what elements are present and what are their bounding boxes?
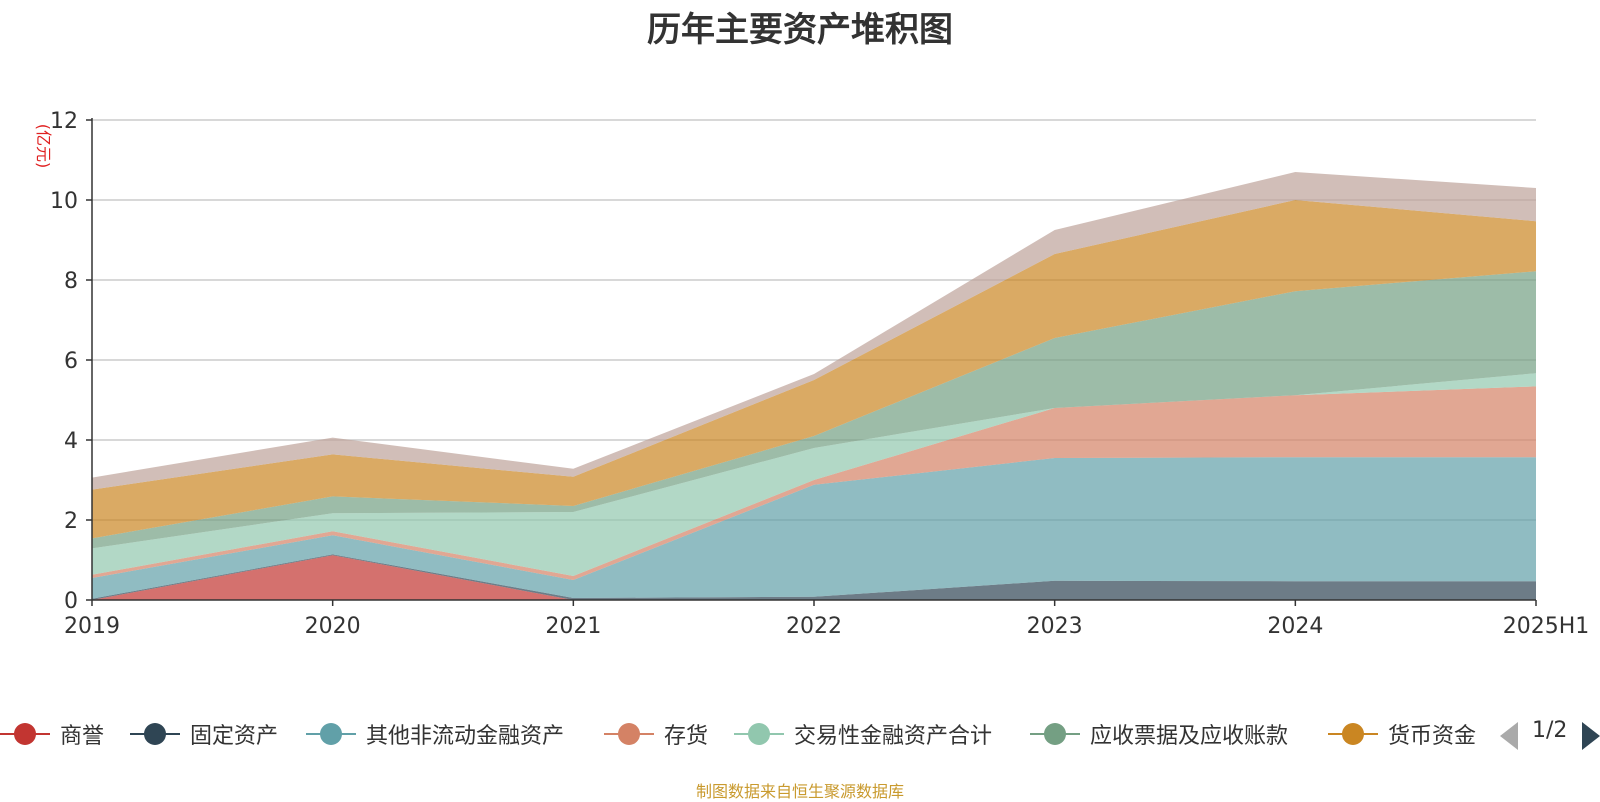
legend-item[interactable]: 交易性金融资产合计 (734, 716, 992, 752)
legend-swatch-icon (306, 716, 356, 752)
area-交易性金融资产合计 (92, 373, 1536, 576)
legend-swatch-icon (1030, 716, 1080, 752)
area-series (92, 172, 1536, 600)
legend-label: 货币资金 (1388, 724, 1477, 749)
area-固定资产 (92, 554, 1536, 600)
x-tick-label: 2024 (1267, 614, 1323, 639)
axes (86, 118, 1537, 606)
legend-label: 交易性金融资产合计 (794, 724, 993, 749)
y-tick-label: 8 (64, 269, 78, 294)
y-tick-label: 6 (64, 349, 78, 374)
legend-swatch-icon (604, 716, 654, 752)
legend-item[interactable]: 其他非流动金融资产 (306, 716, 564, 752)
legend-next-arrow-icon[interactable] (1582, 722, 1600, 750)
legend-label: 其他非流动金融资产 (366, 724, 565, 749)
legend-label: 固定资产 (190, 724, 279, 749)
x-tick-label: 2021 (545, 614, 601, 639)
source-note: 制图数据来自恒生聚源数据库 (695, 782, 904, 801)
legend-item[interactable]: 应收票据及应收账款 (1030, 716, 1288, 752)
legend-swatch-icon (734, 716, 784, 752)
area-series-7 (92, 172, 1536, 490)
chart-title: 历年主要资产堆积图 (647, 10, 953, 50)
legend-pager: 1/2 (1500, 716, 1600, 752)
legend-item[interactable]: 固定资产 (130, 716, 278, 752)
legend-label: 存货 (664, 724, 709, 749)
y-tick-label: 4 (64, 429, 78, 454)
legend-swatch-icon (1328, 716, 1378, 752)
legend-label: 应收票据及应收账款 (1090, 724, 1289, 749)
y-axis-unit-label: (亿元) (34, 124, 53, 169)
x-tick-label: 2019 (64, 614, 120, 639)
legend-item[interactable]: 存货 (604, 716, 708, 752)
x-tick-label: 2022 (786, 614, 842, 639)
area-商誉 (92, 555, 1536, 600)
y-tick-label: 12 (50, 109, 78, 134)
legend-item[interactable]: 商誉 (0, 716, 104, 752)
area-存货 (92, 386, 1536, 580)
legend-prev-arrow-icon[interactable] (1500, 722, 1518, 750)
legend-swatch-icon (0, 716, 50, 752)
area-货币资金 (92, 200, 1536, 539)
x-tick-label: 2025H1 (1503, 614, 1590, 639)
y-tick-label: 2 (64, 509, 78, 534)
y-tick-label: 0 (64, 589, 78, 614)
axis-labels: 0 2 4 6 8 10 12 2019 2020 2021 2022 2023 2024 2025H1 (… (34, 109, 1589, 639)
area-其他非流动金融资产 (92, 457, 1536, 599)
area-应收票据及应收账款 (92, 271, 1536, 549)
legend-swatch-icon (130, 716, 180, 752)
legend-item[interactable]: 货币资金 (1328, 716, 1476, 752)
legend-page-indicator: 1/2 (1532, 718, 1568, 743)
legend-label: 商誉 (60, 724, 105, 749)
y-tick-label: 10 (50, 189, 78, 214)
x-tick-label: 2020 (305, 614, 361, 639)
x-tick-label: 2023 (1027, 614, 1083, 639)
